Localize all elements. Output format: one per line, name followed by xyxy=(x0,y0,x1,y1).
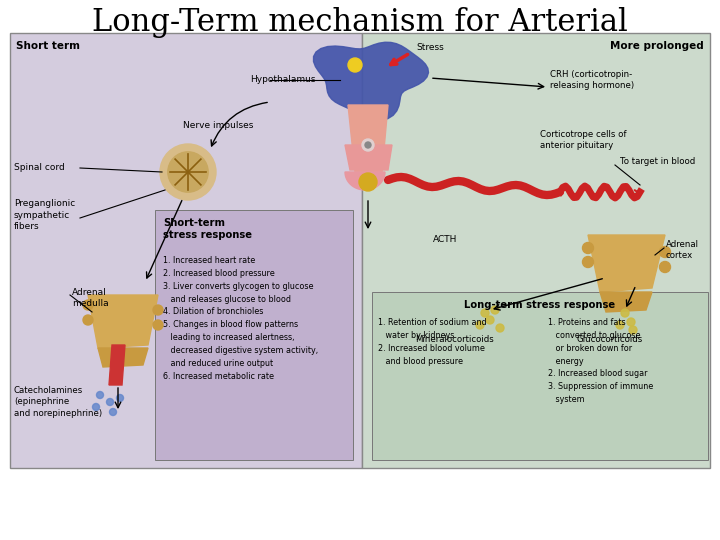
Circle shape xyxy=(629,326,637,334)
Polygon shape xyxy=(109,345,125,385)
Text: ACTH: ACTH xyxy=(433,235,457,245)
Text: Long-Term mechanism for Arterial: Long-Term mechanism for Arterial xyxy=(92,6,628,37)
Bar xyxy=(10,33,362,468)
Circle shape xyxy=(83,300,93,310)
Polygon shape xyxy=(88,295,158,348)
Circle shape xyxy=(476,321,484,329)
Circle shape xyxy=(153,305,163,315)
Circle shape xyxy=(627,318,635,326)
Text: Spinal cord: Spinal cord xyxy=(14,164,65,172)
Polygon shape xyxy=(98,348,148,367)
Circle shape xyxy=(616,321,624,329)
Text: More prolonged: More prolonged xyxy=(611,41,704,51)
Circle shape xyxy=(348,58,362,72)
Circle shape xyxy=(362,139,374,151)
Circle shape xyxy=(153,320,163,330)
Text: Adrenal
cortex: Adrenal cortex xyxy=(666,240,699,260)
Text: Long-term stress response: Long-term stress response xyxy=(464,300,616,310)
Circle shape xyxy=(359,173,377,191)
Circle shape xyxy=(96,392,104,399)
Bar xyxy=(155,210,353,460)
Polygon shape xyxy=(345,172,385,190)
Circle shape xyxy=(491,306,499,314)
Polygon shape xyxy=(313,42,428,120)
Bar xyxy=(372,292,708,460)
Circle shape xyxy=(496,324,504,332)
Text: 1. Increased heart rate
2. Increased blood pressure
3. Liver converts glycogen t: 1. Increased heart rate 2. Increased blo… xyxy=(163,256,318,381)
Polygon shape xyxy=(345,145,392,170)
Text: Catecholamines
(epinephrine
and norepinephrine): Catecholamines (epinephrine and norepine… xyxy=(14,386,102,418)
Text: Short term: Short term xyxy=(16,41,80,51)
Circle shape xyxy=(92,403,99,410)
Circle shape xyxy=(83,315,93,325)
Text: 1. Retention of sodium and
   water by kidneys
2. Increased blood volume
   and : 1. Retention of sodium and water by kidn… xyxy=(378,318,487,366)
Text: Glucocorticoids: Glucocorticoids xyxy=(577,335,643,345)
Text: Mineralocorticoids: Mineralocorticoids xyxy=(415,335,495,345)
Circle shape xyxy=(365,142,371,148)
Text: Hypothalamus: Hypothalamus xyxy=(250,76,315,84)
Circle shape xyxy=(160,144,216,200)
Polygon shape xyxy=(600,292,652,312)
Circle shape xyxy=(486,316,494,324)
Circle shape xyxy=(582,242,593,253)
Circle shape xyxy=(582,256,593,267)
Text: Nerve impulses: Nerve impulses xyxy=(183,120,253,130)
Text: CRH (corticotropin-
releasing hormone): CRH (corticotropin- releasing hormone) xyxy=(550,70,634,90)
Text: Adrenal
medulla: Adrenal medulla xyxy=(72,288,109,308)
Circle shape xyxy=(660,261,670,273)
Circle shape xyxy=(621,309,629,317)
Circle shape xyxy=(117,395,124,402)
Text: Stress: Stress xyxy=(416,44,444,52)
Text: Corticotrope cells of
anterior pituitary: Corticotrope cells of anterior pituitary xyxy=(540,130,626,150)
Text: To target in blood: To target in blood xyxy=(620,158,696,166)
Circle shape xyxy=(481,309,489,317)
Bar xyxy=(362,33,710,468)
Polygon shape xyxy=(588,235,665,292)
Circle shape xyxy=(168,152,208,192)
Circle shape xyxy=(107,399,114,406)
Text: Preganglionic
sympathetic
fibers: Preganglionic sympathetic fibers xyxy=(14,199,76,231)
Circle shape xyxy=(109,408,117,415)
Polygon shape xyxy=(348,105,388,172)
Circle shape xyxy=(660,246,670,258)
Text: Short-term
stress response: Short-term stress response xyxy=(163,218,252,240)
Text: 1. Proteins and fats
   converted to glucose
   or broken down for
   energy
2. : 1. Proteins and fats converted to glucos… xyxy=(548,318,653,404)
